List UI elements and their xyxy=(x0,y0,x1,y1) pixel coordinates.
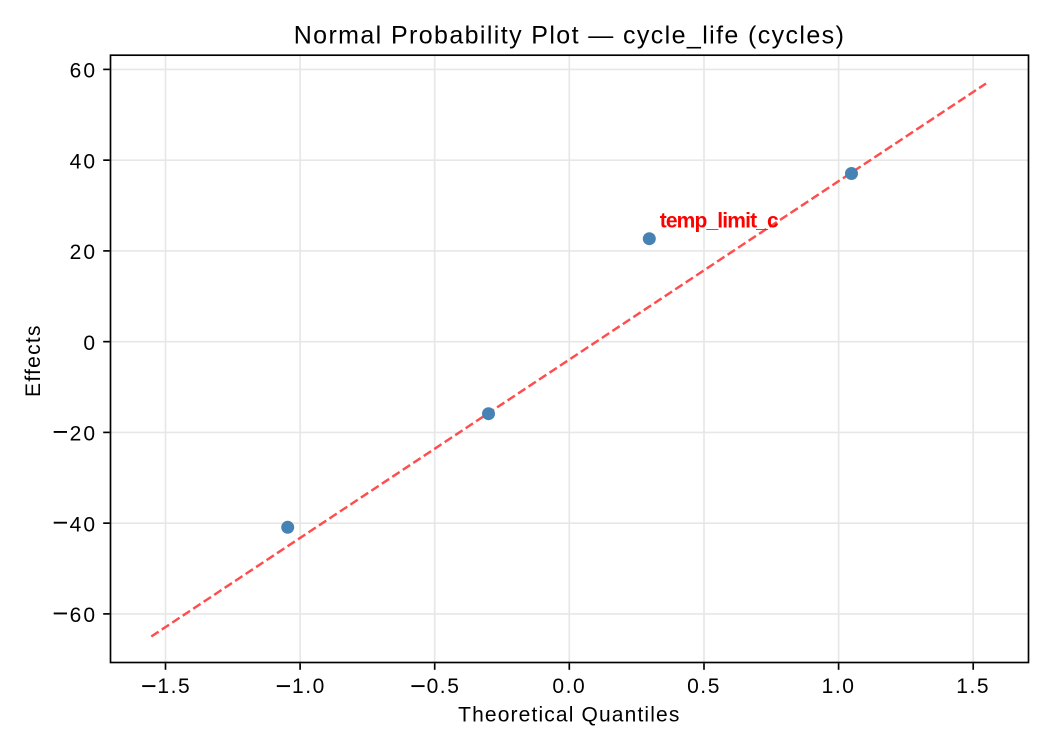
svg-text:20: 20 xyxy=(70,423,97,446)
svg-text:60: 60 xyxy=(70,604,97,627)
svg-text:40: 40 xyxy=(70,513,97,536)
svg-text:Theoretical Quantiles: Theoretical Quantiles xyxy=(458,703,680,726)
svg-text:40: 40 xyxy=(70,150,97,173)
svg-text:0.0: 0.0 xyxy=(552,675,586,698)
svg-text:1.5: 1.5 xyxy=(157,675,191,698)
svg-text:Normal Probability Plot — cycl: Normal Probability Plot — cycle_life (cy… xyxy=(294,22,846,50)
svg-text:60: 60 xyxy=(70,60,97,83)
svg-text:1.0: 1.0 xyxy=(292,675,326,698)
svg-text:20: 20 xyxy=(70,241,97,264)
svg-text:Effects: Effects xyxy=(22,324,45,397)
svg-text:1.0: 1.0 xyxy=(822,675,856,698)
svg-text:temp_limit_c: temp_limit_c xyxy=(660,210,779,233)
svg-text:0.5: 0.5 xyxy=(687,675,721,698)
svg-text:0.5: 0.5 xyxy=(427,675,461,698)
svg-text:0: 0 xyxy=(83,332,97,355)
svg-text:1.5: 1.5 xyxy=(956,675,990,698)
